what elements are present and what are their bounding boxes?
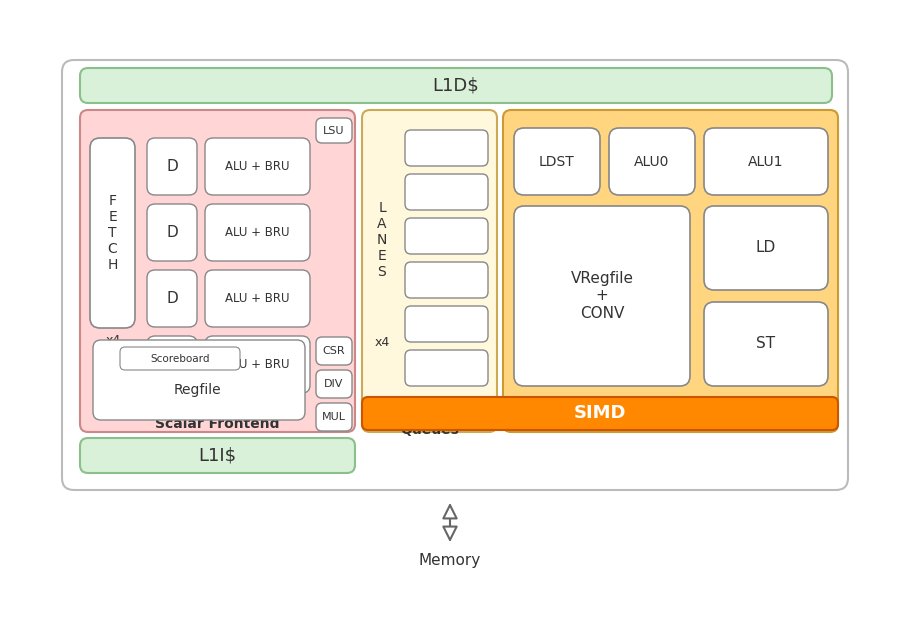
Text: ALU + BRU: ALU + BRU	[225, 160, 290, 173]
FancyBboxPatch shape	[405, 218, 488, 254]
Text: Decode +
Queues: Decode + Queues	[392, 407, 467, 437]
Text: D: D	[166, 357, 177, 372]
Text: CSR: CSR	[323, 346, 345, 356]
Text: ALU + BRU: ALU + BRU	[225, 292, 290, 305]
Text: F
E
T
C
H: F E T C H	[107, 194, 118, 272]
Text: LSU: LSU	[323, 126, 345, 135]
Text: Scalar Frontend: Scalar Frontend	[155, 417, 279, 431]
FancyBboxPatch shape	[90, 138, 135, 328]
FancyBboxPatch shape	[147, 138, 197, 195]
FancyBboxPatch shape	[316, 118, 352, 143]
Text: LDST: LDST	[539, 154, 575, 169]
FancyBboxPatch shape	[704, 206, 828, 290]
FancyBboxPatch shape	[205, 138, 310, 195]
Text: Backend: Backend	[637, 415, 704, 429]
FancyBboxPatch shape	[80, 68, 832, 103]
FancyBboxPatch shape	[405, 262, 488, 298]
Text: L1D$: L1D$	[432, 76, 479, 94]
FancyBboxPatch shape	[362, 110, 497, 432]
Text: MUL: MUL	[322, 412, 346, 422]
FancyBboxPatch shape	[316, 370, 352, 398]
FancyBboxPatch shape	[503, 110, 838, 432]
Text: ALU + BRU: ALU + BRU	[225, 358, 290, 371]
Text: D: D	[166, 291, 177, 306]
FancyBboxPatch shape	[205, 204, 310, 261]
FancyBboxPatch shape	[362, 397, 838, 430]
FancyBboxPatch shape	[62, 60, 848, 490]
Text: LD: LD	[756, 240, 776, 256]
FancyBboxPatch shape	[704, 302, 828, 386]
Text: DIV: DIV	[324, 379, 343, 389]
FancyBboxPatch shape	[514, 128, 600, 195]
FancyBboxPatch shape	[316, 337, 352, 365]
Text: ALU0: ALU0	[634, 154, 669, 169]
FancyBboxPatch shape	[609, 128, 695, 195]
FancyBboxPatch shape	[405, 306, 488, 342]
Text: x4: x4	[375, 335, 389, 349]
Text: Regfile: Regfile	[173, 383, 221, 397]
Text: L1I$: L1I$	[198, 447, 237, 465]
Text: Memory: Memory	[419, 553, 481, 567]
FancyBboxPatch shape	[147, 336, 197, 393]
FancyBboxPatch shape	[205, 336, 310, 393]
FancyBboxPatch shape	[405, 350, 488, 386]
Text: ALU + BRU: ALU + BRU	[225, 226, 290, 239]
FancyBboxPatch shape	[316, 403, 352, 431]
Text: x4: x4	[105, 333, 121, 347]
FancyBboxPatch shape	[93, 340, 305, 420]
Text: VRegfile
+
CONV: VRegfile + CONV	[570, 271, 633, 321]
Text: L
A
N
E
S: L A N E S	[377, 201, 387, 279]
Text: Scoreboard: Scoreboard	[150, 353, 210, 363]
Text: ST: ST	[757, 337, 776, 351]
FancyBboxPatch shape	[120, 347, 240, 370]
FancyBboxPatch shape	[514, 206, 690, 386]
FancyBboxPatch shape	[147, 204, 197, 261]
FancyBboxPatch shape	[405, 174, 488, 210]
FancyBboxPatch shape	[80, 110, 355, 432]
Text: SIMD: SIMD	[574, 404, 626, 422]
Text: D: D	[166, 225, 177, 240]
FancyBboxPatch shape	[80, 438, 355, 473]
FancyBboxPatch shape	[405, 130, 488, 166]
Text: ALU1: ALU1	[748, 154, 784, 169]
FancyBboxPatch shape	[205, 270, 310, 327]
Text: D: D	[166, 159, 177, 174]
FancyBboxPatch shape	[704, 128, 828, 195]
FancyBboxPatch shape	[147, 270, 197, 327]
